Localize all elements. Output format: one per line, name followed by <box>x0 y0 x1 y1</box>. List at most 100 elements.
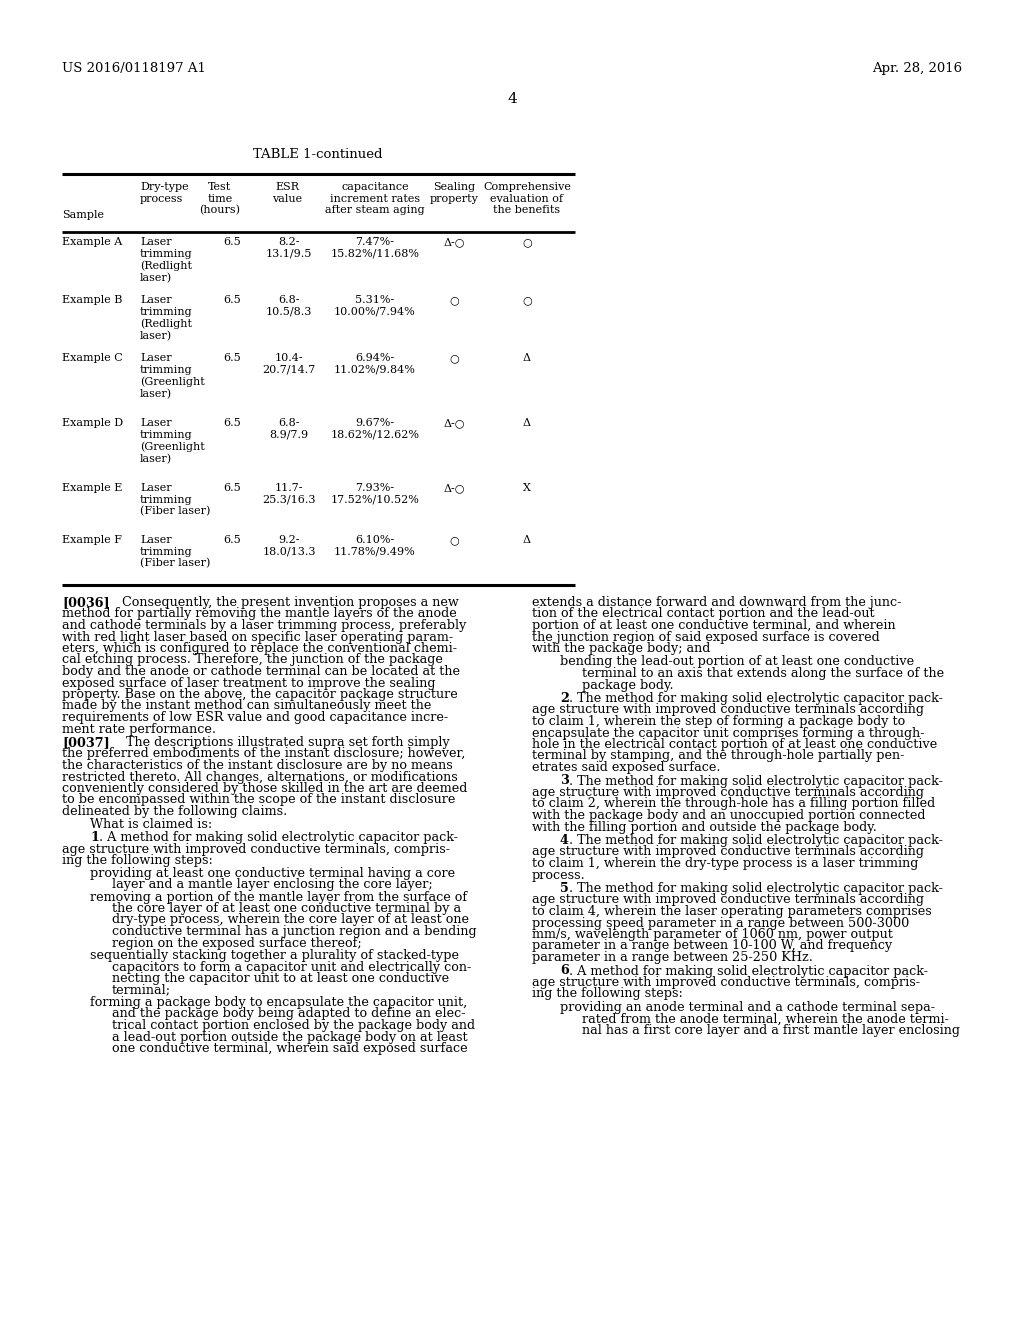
Text: 6.5: 6.5 <box>223 294 241 305</box>
Text: capacitance
increment rates
after steam aging: capacitance increment rates after steam … <box>326 182 425 215</box>
Text: ○: ○ <box>450 535 459 545</box>
Text: [0036]: [0036] <box>62 597 110 609</box>
Text: 6.10%-
11.78%/9.49%: 6.10%- 11.78%/9.49% <box>334 535 416 557</box>
Text: age structure with improved conductive terminals according: age structure with improved conductive t… <box>532 894 924 907</box>
Text: ○: ○ <box>522 238 531 247</box>
Text: package body.: package body. <box>582 678 674 692</box>
Text: age structure with improved conductive terminals according: age structure with improved conductive t… <box>532 846 924 858</box>
Text: The descriptions illustrated supra set forth simply: The descriptions illustrated supra set f… <box>114 737 450 748</box>
Text: age structure with improved conductive terminals, compris-: age structure with improved conductive t… <box>532 975 920 989</box>
Text: Example A: Example A <box>62 238 122 247</box>
Text: to claim 2, wherein the through-hole has a filling portion filled: to claim 2, wherein the through-hole has… <box>532 797 935 810</box>
Text: 3: 3 <box>560 775 569 788</box>
Text: ○: ○ <box>450 294 459 305</box>
Text: conveniently considered by those skilled in the art are deemed: conveniently considered by those skilled… <box>62 781 467 795</box>
Text: delineated by the following claims.: delineated by the following claims. <box>62 805 288 818</box>
Text: 6.5: 6.5 <box>223 238 241 247</box>
Text: Sample: Sample <box>62 210 104 220</box>
Text: 10.4-
20.7/14.7: 10.4- 20.7/14.7 <box>262 352 315 375</box>
Text: US 2016/0118197 A1: US 2016/0118197 A1 <box>62 62 206 75</box>
Text: sequentially stacking together a plurality of stacked-type: sequentially stacking together a plurali… <box>90 949 459 962</box>
Text: the preferred embodiments of the instant disclosure; however,: the preferred embodiments of the instant… <box>62 747 465 760</box>
Text: process.: process. <box>532 869 586 882</box>
Text: and the package body being adapted to define an elec-: and the package body being adapted to de… <box>112 1007 466 1020</box>
Text: Dry-type
process: Dry-type process <box>140 182 188 203</box>
Text: Apr. 28, 2016: Apr. 28, 2016 <box>871 62 962 75</box>
Text: Consequently, the present invention proposes a new: Consequently, the present invention prop… <box>114 597 459 609</box>
Text: Example D: Example D <box>62 418 123 428</box>
Text: Test
time
(hours): Test time (hours) <box>200 182 241 215</box>
Text: 7.93%-
17.52%/10.52%: 7.93%- 17.52%/10.52% <box>331 483 420 504</box>
Text: Example C: Example C <box>62 352 123 363</box>
Text: 1: 1 <box>90 832 99 843</box>
Text: Laser
trimming
(Greenlight
laser): Laser trimming (Greenlight laser) <box>140 352 205 399</box>
Text: one conductive terminal, wherein said exposed surface: one conductive terminal, wherein said ex… <box>112 1041 468 1055</box>
Text: forming a package body to encapsulate the capacitor unit,: forming a package body to encapsulate th… <box>90 997 467 1008</box>
Text: 6.5: 6.5 <box>223 535 241 545</box>
Text: made by the instant method can simultaneously meet the: made by the instant method can simultane… <box>62 700 431 713</box>
Text: [0037]: [0037] <box>62 737 110 748</box>
Text: to claim 4, wherein the laser operating parameters comprises: to claim 4, wherein the laser operating … <box>532 906 932 917</box>
Text: . The method for making solid electrolytic capacitor pack-: . The method for making solid electrolyt… <box>569 882 943 895</box>
Text: 7.47%-
15.82%/11.68%: 7.47%- 15.82%/11.68% <box>331 238 420 259</box>
Text: to claim 1, wherein the step of forming a package body to: to claim 1, wherein the step of forming … <box>532 715 905 729</box>
Text: and cathode terminals by a laser trimming process, preferably: and cathode terminals by a laser trimmin… <box>62 619 466 632</box>
Text: ○: ○ <box>450 352 459 363</box>
Text: Example E: Example E <box>62 483 123 492</box>
Text: tion of the electrical contact portion and the lead-out: tion of the electrical contact portion a… <box>532 607 874 620</box>
Text: hole in the electrical contact portion of at least one conductive: hole in the electrical contact portion o… <box>532 738 937 751</box>
Text: ing the following steps:: ing the following steps: <box>532 987 683 1001</box>
Text: X: X <box>523 483 530 492</box>
Text: parameter in a range between 25-250 KHz.: parameter in a range between 25-250 KHz. <box>532 950 813 964</box>
Text: providing at least one conductive terminal having a core: providing at least one conductive termin… <box>90 866 455 879</box>
Text: Laser
trimming
(Fiber laser): Laser trimming (Fiber laser) <box>140 535 210 569</box>
Text: necting the capacitor unit to at least one conductive: necting the capacitor unit to at least o… <box>112 972 450 985</box>
Text: dry-type process, wherein the core layer of at least one: dry-type process, wherein the core layer… <box>112 913 469 927</box>
Text: age structure with improved conductive terminals according: age structure with improved conductive t… <box>532 704 924 717</box>
Text: Δ-○: Δ-○ <box>443 238 465 247</box>
Text: . The method for making solid electrolytic capacitor pack-: . The method for making solid electrolyt… <box>569 775 943 788</box>
Text: 6.5: 6.5 <box>223 352 241 363</box>
Text: ESR
value: ESR value <box>272 182 302 203</box>
Text: 2: 2 <box>560 692 569 705</box>
Text: 9.67%-
18.62%/12.62%: 9.67%- 18.62%/12.62% <box>331 418 420 440</box>
Text: Laser
trimming
(Redlight
laser): Laser trimming (Redlight laser) <box>140 294 193 341</box>
Text: region on the exposed surface thereof;: region on the exposed surface thereof; <box>112 936 361 949</box>
Text: providing an anode terminal and a cathode terminal sepa-: providing an anode terminal and a cathod… <box>560 1001 935 1014</box>
Text: Δ: Δ <box>523 352 531 363</box>
Text: 6.8-
8.9/7.9: 6.8- 8.9/7.9 <box>269 418 308 440</box>
Text: exposed surface of laser treatment to improve the sealing: exposed surface of laser treatment to im… <box>62 676 435 689</box>
Text: terminal;: terminal; <box>112 983 171 997</box>
Text: Example B: Example B <box>62 294 123 305</box>
Text: 6: 6 <box>560 965 568 978</box>
Text: Δ: Δ <box>523 535 531 545</box>
Text: 5: 5 <box>560 882 568 895</box>
Text: portion of at least one conductive terminal, and wherein: portion of at least one conductive termi… <box>532 619 896 632</box>
Text: Sealing
property: Sealing property <box>429 182 478 203</box>
Text: . The method for making solid electrolytic capacitor pack-: . The method for making solid electrolyt… <box>569 834 943 847</box>
Text: Δ-○: Δ-○ <box>443 483 465 492</box>
Text: with the package body; and: with the package body; and <box>532 642 711 655</box>
Text: nal has a first core layer and a first mantle layer enclosing: nal has a first core layer and a first m… <box>582 1024 961 1038</box>
Text: bending the lead-out portion of at least one conductive: bending the lead-out portion of at least… <box>560 656 914 668</box>
Text: the core layer of at least one conductive terminal by a: the core layer of at least one conductiv… <box>112 902 461 915</box>
Text: cal etching process. Therefore, the junction of the package: cal etching process. Therefore, the junc… <box>62 653 442 667</box>
Text: body and the anode or cathode terminal can be located at the: body and the anode or cathode terminal c… <box>62 665 460 678</box>
Text: trical contact portion enclosed by the package body and: trical contact portion enclosed by the p… <box>112 1019 475 1032</box>
Text: . The method for making solid electrolytic capacitor pack-: . The method for making solid electrolyt… <box>569 692 943 705</box>
Text: What is claimed is:: What is claimed is: <box>90 818 212 832</box>
Text: Laser
trimming
(Redlight
laser): Laser trimming (Redlight laser) <box>140 238 193 282</box>
Text: age structure with improved conductive terminals, compris-: age structure with improved conductive t… <box>62 842 450 855</box>
Text: requirements of low ESR value and good capacitance incre-: requirements of low ESR value and good c… <box>62 711 449 723</box>
Text: 6.8-
10.5/8.3: 6.8- 10.5/8.3 <box>266 294 312 317</box>
Text: conductive terminal has a junction region and a bending: conductive terminal has a junction regio… <box>112 925 476 939</box>
Text: rated from the anode terminal, wherein the anode termi-: rated from the anode terminal, wherein t… <box>582 1012 949 1026</box>
Text: encapsulate the capacitor unit comprises forming a through-: encapsulate the capacitor unit comprises… <box>532 726 925 739</box>
Text: 6.5: 6.5 <box>223 418 241 428</box>
Text: to be encompassed within the scope of the instant disclosure: to be encompassed within the scope of th… <box>62 793 456 807</box>
Text: parameter in a range between 10-100 W, and frequency: parameter in a range between 10-100 W, a… <box>532 940 892 953</box>
Text: Δ: Δ <box>523 418 531 428</box>
Text: method for partially removing the mantle layers of the anode: method for partially removing the mantle… <box>62 607 457 620</box>
Text: ○: ○ <box>522 294 531 305</box>
Text: ing the following steps:: ing the following steps: <box>62 854 213 867</box>
